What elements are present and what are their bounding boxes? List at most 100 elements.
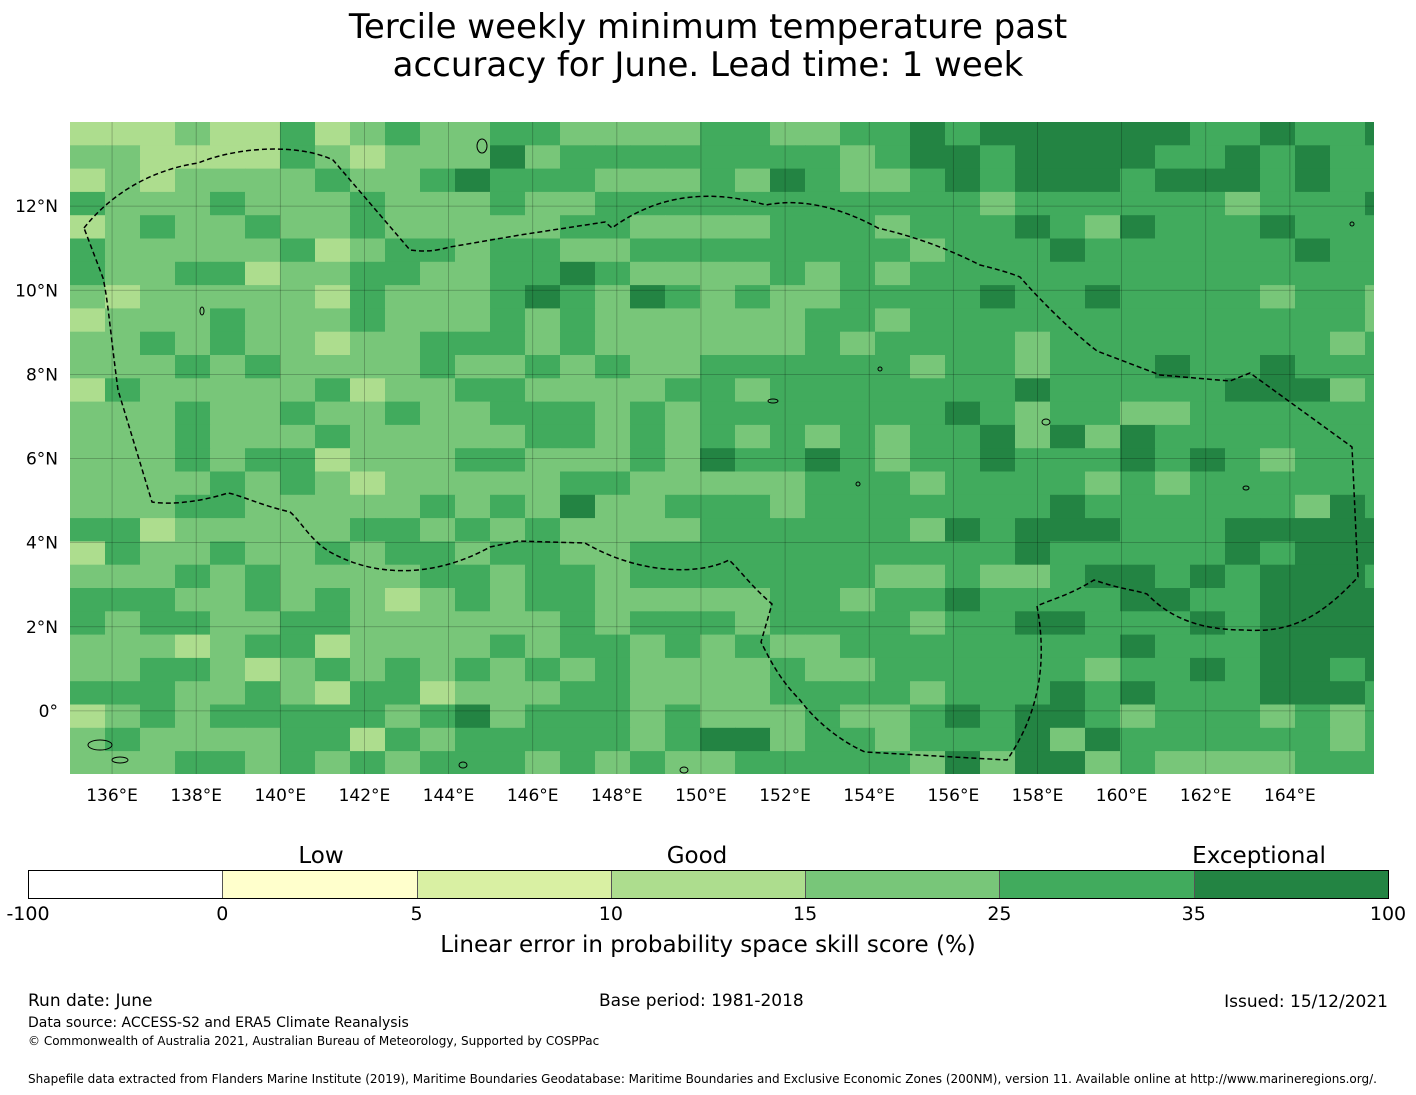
skill-cell xyxy=(1260,518,1296,542)
island-shape xyxy=(679,766,689,774)
skill-cell xyxy=(770,471,806,496)
skill-cell xyxy=(1225,331,1261,356)
skill-cell xyxy=(805,285,841,309)
skill-cell xyxy=(280,541,316,566)
skill-cell xyxy=(1120,331,1156,356)
skill-cell xyxy=(455,634,491,659)
skill-cell xyxy=(350,191,386,216)
skill-cell xyxy=(245,704,281,729)
skill-cell xyxy=(665,424,701,449)
lat-tick-label: 2°N xyxy=(26,618,58,638)
skill-cell xyxy=(490,751,526,774)
skill-cell xyxy=(315,191,351,216)
skill-cell xyxy=(1295,611,1331,636)
skill-cell xyxy=(595,238,631,263)
skill-cell xyxy=(490,238,526,263)
skill-cell xyxy=(910,704,946,729)
skill-cell xyxy=(770,657,806,682)
skill-cell xyxy=(140,168,176,193)
colorbar-bin xyxy=(611,871,807,898)
skill-cell xyxy=(1155,751,1191,774)
skill-cell xyxy=(1190,588,1226,612)
skill-cell xyxy=(315,751,351,774)
skill-cell xyxy=(1260,494,1296,519)
skill-cell xyxy=(175,168,211,193)
skill-cell xyxy=(525,471,561,496)
skill-cell xyxy=(105,727,141,752)
skill-cell xyxy=(175,238,211,263)
skill-cell xyxy=(175,727,211,752)
skill-cell xyxy=(910,727,946,752)
skill-cell xyxy=(1295,261,1331,286)
skill-cell xyxy=(455,355,491,379)
data-source: Data source: ACCESS-S2 and ERA5 Climate … xyxy=(28,1015,409,1031)
skill-cell xyxy=(385,355,421,379)
lon-tick-label: 164°E xyxy=(1264,786,1316,806)
skill-cell xyxy=(560,424,596,449)
skill-cell xyxy=(420,285,456,309)
skill-cell xyxy=(1085,331,1121,356)
skill-cell xyxy=(280,518,316,542)
skill-cell xyxy=(175,355,211,379)
skill-cell xyxy=(210,448,246,472)
skill-cell xyxy=(455,471,491,496)
skill-cell xyxy=(1365,751,1374,774)
skill-cell xyxy=(595,564,631,589)
skill-cell xyxy=(175,518,211,542)
skill-cell xyxy=(455,611,491,636)
graticule xyxy=(70,122,1374,774)
skill-cell xyxy=(595,401,631,426)
skill-cell xyxy=(805,378,841,403)
skill-cell xyxy=(1015,308,1051,333)
skill-cell xyxy=(525,308,561,333)
skill-cell xyxy=(245,168,281,193)
skill-cell xyxy=(1330,611,1366,636)
skill-cell xyxy=(630,331,666,356)
skill-cell xyxy=(560,588,596,612)
skill-cell xyxy=(630,378,666,403)
skill-cell xyxy=(1155,634,1191,659)
skill-cell xyxy=(875,424,911,449)
skill-cell xyxy=(280,378,316,403)
skill-cell xyxy=(805,611,841,636)
skill-cell xyxy=(1365,331,1374,356)
skill-cell xyxy=(105,471,141,496)
skill-cell xyxy=(945,657,981,682)
skill-cell xyxy=(420,657,456,682)
skill-cell xyxy=(350,122,386,146)
island-shape xyxy=(199,306,205,316)
skill-cell xyxy=(1050,681,1086,705)
skill-cell xyxy=(1050,518,1086,542)
skill-cell xyxy=(175,285,211,309)
skill-cell xyxy=(1190,238,1226,263)
skill-cell xyxy=(315,634,351,659)
skill-cell xyxy=(665,122,701,146)
skill-cell xyxy=(1260,401,1296,426)
skill-cell xyxy=(280,215,316,239)
skill-cell xyxy=(140,518,176,542)
skill-cell xyxy=(595,471,631,496)
skill-cell xyxy=(770,261,806,286)
skill-cell xyxy=(1225,471,1261,496)
skill-cell xyxy=(1190,634,1226,659)
skill-cell xyxy=(840,308,876,333)
skill-cell xyxy=(700,355,736,379)
skill-cell xyxy=(1085,518,1121,542)
skill-cell xyxy=(945,541,981,566)
skill-cell xyxy=(105,215,141,239)
skill-cell xyxy=(630,564,666,589)
skill-cell xyxy=(1015,168,1051,193)
skill-cell xyxy=(1120,122,1156,146)
skill-cell xyxy=(210,751,246,774)
skill-cell xyxy=(420,681,456,705)
skill-cell xyxy=(1050,238,1086,263)
skill-cell xyxy=(315,704,351,729)
skill-cell xyxy=(1225,727,1261,752)
skill-cell xyxy=(875,168,911,193)
skill-cell xyxy=(595,704,631,729)
skill-cell xyxy=(630,588,666,612)
skill-cell xyxy=(1120,541,1156,566)
skill-cell xyxy=(875,378,911,403)
skill-cell xyxy=(1330,331,1366,356)
colorbar-bin xyxy=(1000,871,1195,898)
